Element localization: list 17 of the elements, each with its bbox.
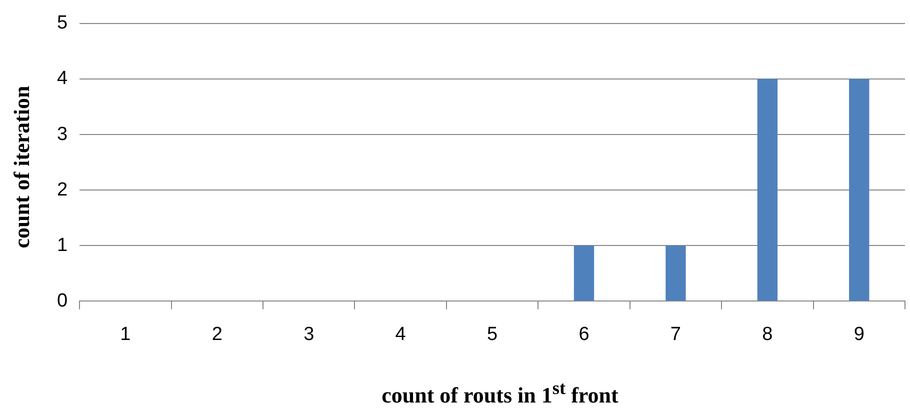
x-tick-label: 8	[762, 324, 773, 345]
x-axis-title: count of routs in 1$^{st}$ front	[380, 378, 620, 408]
x-tick-label: 9	[854, 324, 864, 345]
x-tick-label: 7	[670, 324, 681, 345]
x-tick-label: 4	[395, 324, 406, 345]
x-tick-label: 6	[578, 324, 590, 345]
y-tick-label: 3	[56, 124, 68, 145]
x-tick-label: 1	[120, 324, 131, 345]
y-tick-label: 0	[56, 290, 68, 312]
y-tick-label: 5	[56, 12, 68, 34]
y-tick-label: 4	[56, 68, 68, 90]
x-tick-label: 3	[304, 324, 314, 345]
y-tick-label: 2	[56, 179, 68, 200]
x-tick-label: 5	[486, 324, 498, 345]
x-tick-label: 2	[212, 324, 222, 345]
y-axis-title: count of iteration	[9, 86, 35, 248]
y-tick-label: 1	[56, 234, 68, 256]
